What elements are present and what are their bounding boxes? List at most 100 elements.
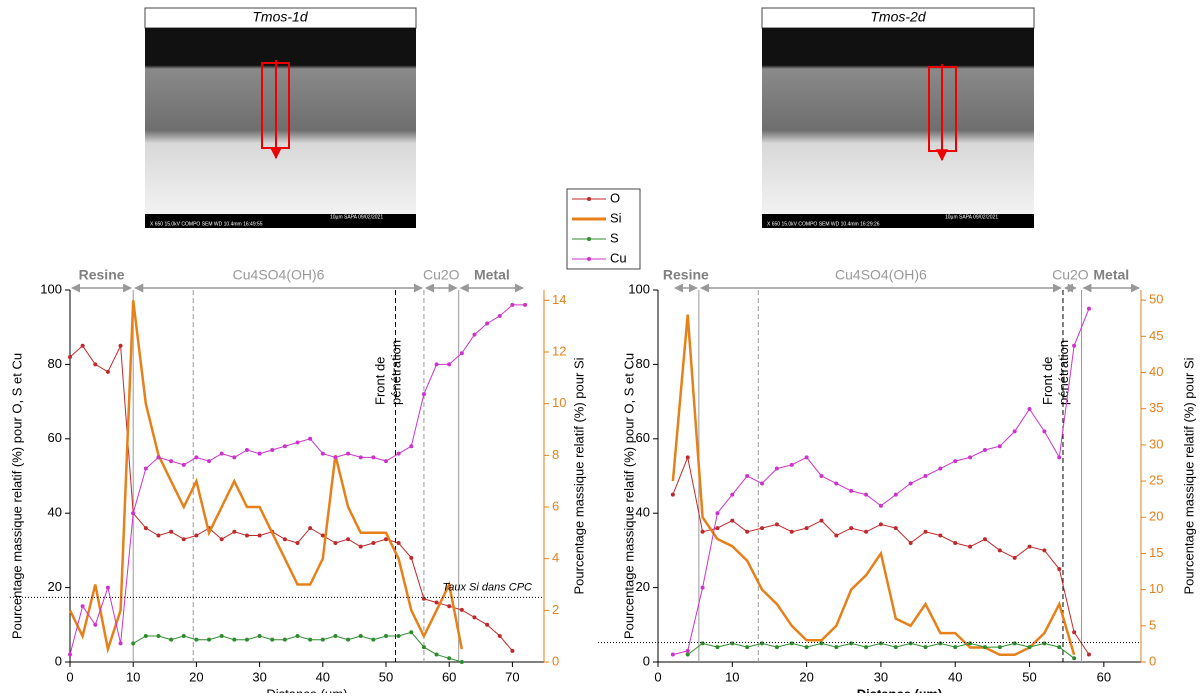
x-tick-label: 60 [442, 669, 456, 684]
x-tick-label: 0 [654, 669, 661, 684]
data-point [804, 645, 809, 650]
data-point [169, 459, 174, 464]
data-point [270, 637, 275, 642]
x-tick-label: 20 [189, 669, 203, 684]
data-point [105, 585, 110, 590]
image-title: Tmos-1d [252, 9, 308, 25]
data-point [295, 633, 300, 638]
data-point [893, 492, 898, 497]
data-point [864, 645, 869, 650]
data-point [333, 633, 338, 638]
region-label: Resine [663, 267, 709, 283]
data-point [447, 656, 452, 661]
data-point [908, 540, 913, 545]
y-tick-label: 80 [636, 356, 650, 371]
region-label: Cu2O [423, 267, 460, 283]
data-point [346, 451, 351, 456]
data-point [968, 641, 973, 646]
legend-marker [587, 237, 591, 241]
x-tick-label: 10 [126, 669, 140, 684]
data-point [320, 637, 325, 642]
data-point [819, 474, 824, 478]
series-line [68, 300, 464, 655]
legend-label: Cu [610, 250, 627, 265]
y2-axis-label: Pourcentage massique relatif (%) pour Si [571, 357, 586, 594]
micrograph: Tmos-2d 10µm SAPA 09/02/2021 X 650 15.0k… [761, 7, 1035, 228]
data-point [409, 444, 414, 449]
data-point [156, 633, 161, 638]
data-point [270, 447, 275, 452]
data-point [774, 466, 779, 471]
data-point [685, 648, 690, 653]
data-point [1027, 645, 1032, 650]
y2-tick-label: 0 [552, 653, 559, 668]
x-tick-label: 50 [379, 669, 393, 684]
data-point [774, 522, 779, 527]
data-point [232, 529, 237, 534]
data-point [1027, 544, 1032, 549]
data-point [421, 392, 426, 397]
y2-tick-label: 25 [1149, 473, 1163, 488]
region-label: Resine [79, 267, 125, 283]
data-point [685, 652, 690, 657]
data-point [745, 474, 750, 478]
series-line [687, 642, 1075, 659]
data-point [968, 455, 973, 460]
data-point [194, 455, 199, 460]
data-point [1042, 429, 1047, 434]
data-point [308, 526, 313, 531]
data-point [346, 637, 351, 642]
data-point [232, 637, 237, 642]
data-point [232, 455, 237, 460]
x-axis-label: Distance (µm) [266, 686, 347, 693]
data-point [938, 641, 943, 646]
y-tick-label: 0 [643, 653, 650, 668]
y-tick-label: 40 [48, 505, 62, 520]
data-point [715, 511, 720, 516]
y-axis-label: Pourcentage massique relatif (%) pour O,… [621, 353, 636, 639]
y2-tick-label: 0 [1149, 653, 1156, 668]
data-point [1086, 306, 1091, 311]
data-point [320, 533, 325, 538]
y-axis-label: Pourcentage massique relatif (%) pour O,… [9, 353, 24, 639]
x-tick-label: 30 [252, 669, 266, 684]
data-point [1057, 567, 1062, 571]
data-point [244, 637, 249, 642]
x-tick-label: 20 [799, 669, 813, 684]
front-label: Front depénétration [373, 340, 404, 405]
y-tick-label: 60 [48, 430, 62, 445]
data-point [131, 641, 136, 646]
data-point [1042, 548, 1047, 553]
data-point [282, 537, 287, 542]
region-label: Metal [1093, 267, 1129, 283]
y2-tick-label: 10 [552, 395, 566, 410]
data-point [938, 466, 943, 471]
data-point [68, 652, 72, 657]
data-point [789, 462, 794, 467]
micrograph: Tmos-1d 10µm SAPA 09/02/2021 X 650 15.0k… [144, 7, 417, 228]
data-point [118, 641, 123, 646]
data-point [156, 533, 161, 538]
data-point [207, 459, 212, 464]
data-point [745, 645, 750, 650]
data-point [105, 369, 110, 374]
y2-tick-label: 4 [552, 550, 559, 565]
data-point [68, 354, 72, 359]
data-point [409, 555, 414, 560]
y2-tick-label: 30 [1149, 436, 1163, 451]
data-point [219, 451, 224, 456]
data-point [670, 652, 675, 657]
data-point [358, 455, 363, 460]
y2-tick-label: 10 [1149, 581, 1163, 596]
x-tick-label: 50 [1022, 669, 1036, 684]
y2-tick-label: 50 [1149, 292, 1163, 307]
data-point [257, 533, 262, 538]
data-point [1012, 429, 1017, 434]
data-point [745, 529, 750, 534]
data-point [308, 436, 313, 441]
front-label: Front depénétration [1040, 340, 1071, 405]
data-point [849, 488, 854, 493]
series-line [69, 304, 525, 655]
data-point [320, 451, 325, 456]
x-tick-label: 40 [948, 669, 962, 684]
